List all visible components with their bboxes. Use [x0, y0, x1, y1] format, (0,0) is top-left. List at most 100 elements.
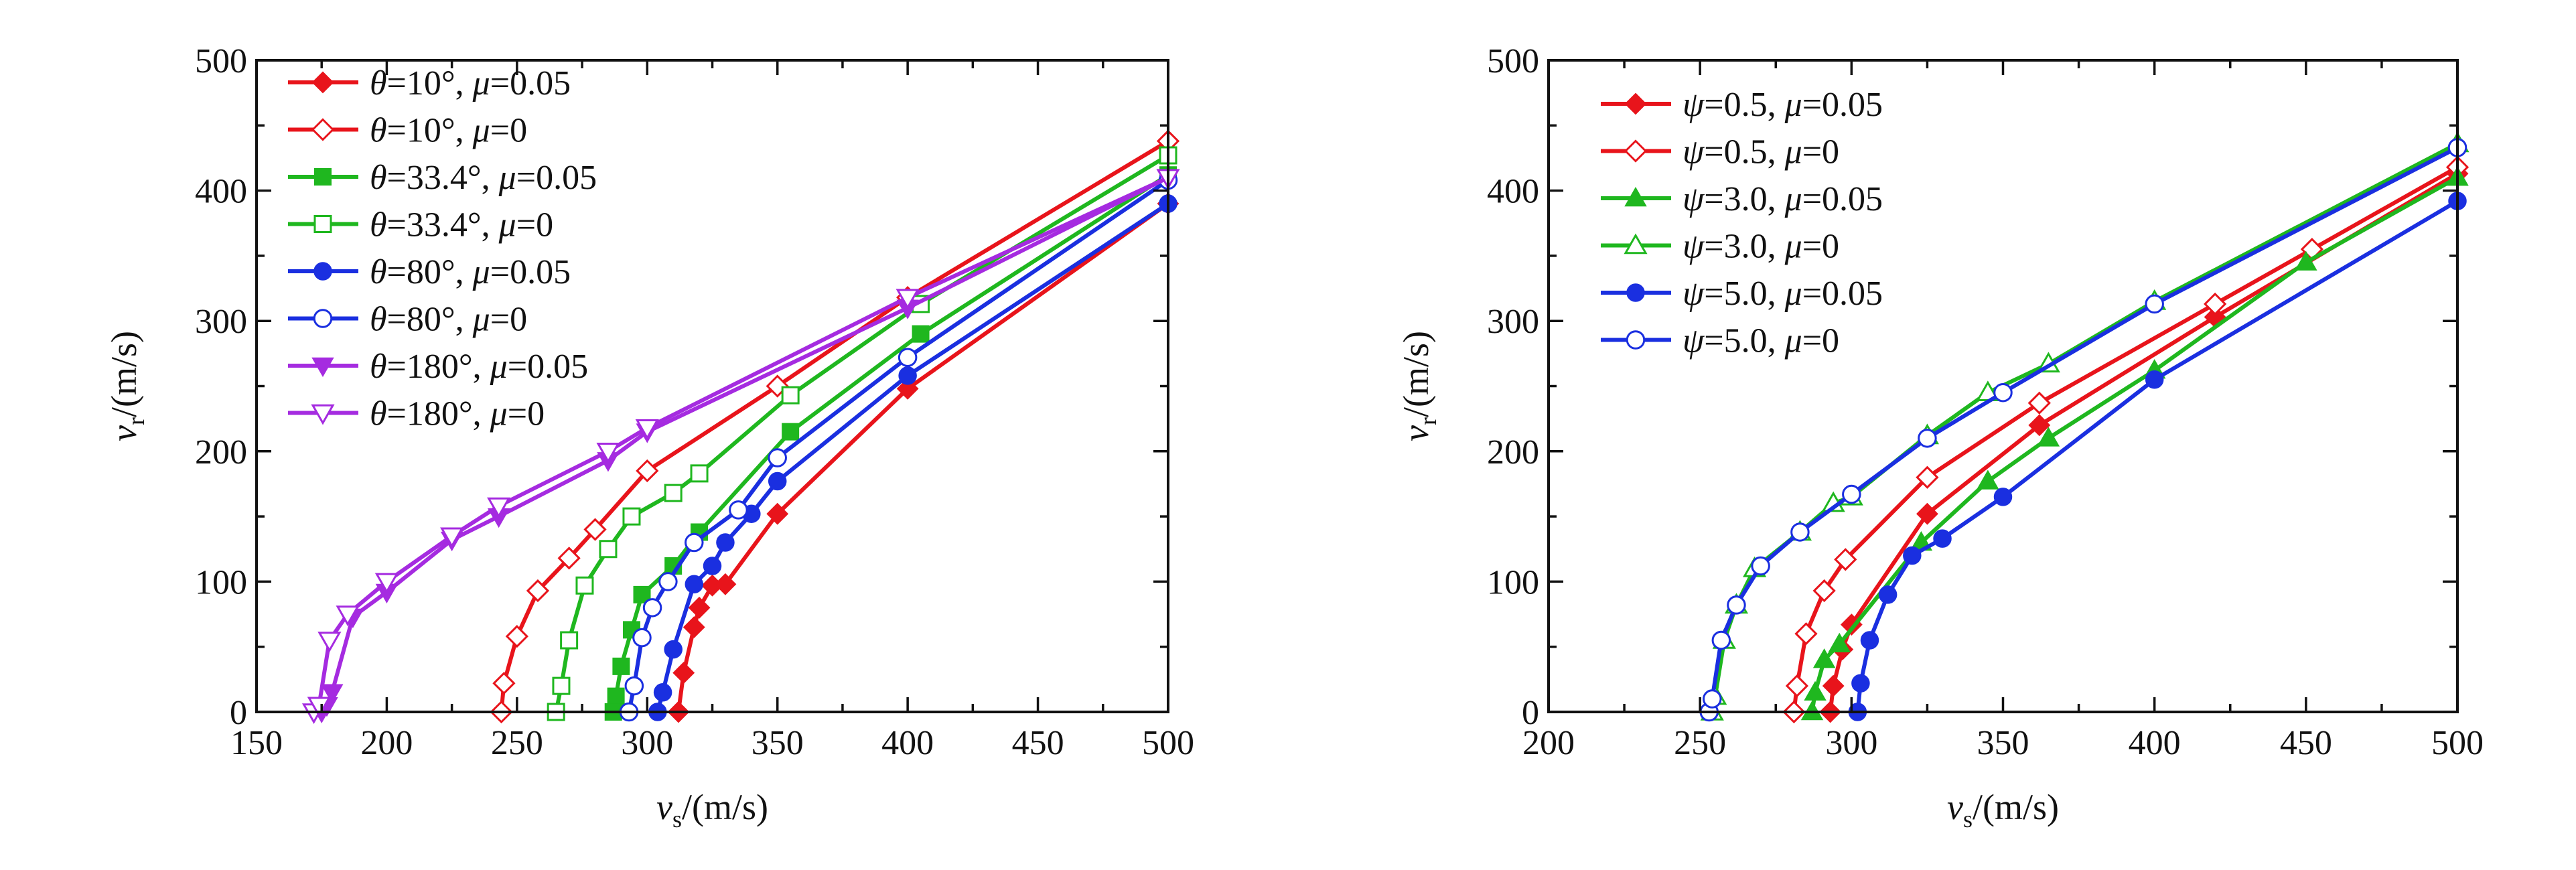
legend-marker	[1624, 186, 1647, 207]
data-point	[782, 423, 800, 441]
series-2	[1800, 166, 2469, 721]
data-point	[1860, 631, 1879, 650]
series-line	[1810, 175, 2459, 713]
series-0	[1819, 162, 2469, 723]
data-point	[642, 598, 662, 618]
legend-label: ψ=5.0, μ=0	[1683, 322, 1839, 360]
legend-entry: ψ=3.0, μ=0.05	[1601, 180, 1883, 218]
data-point	[729, 500, 748, 520]
legend-label: ψ=3.0, μ=0	[1683, 228, 1839, 266]
data-point	[685, 575, 704, 594]
data-point	[1993, 382, 2013, 403]
data-point	[636, 459, 659, 483]
legend-marker	[1626, 330, 1646, 350]
data-point	[599, 540, 618, 559]
data-point	[672, 662, 695, 684]
x-tick-label: 450	[2280, 724, 2332, 762]
legend-label: θ=10°, μ=0	[370, 112, 527, 150]
data-point	[1822, 674, 1845, 697]
y-tick-label: 500	[195, 42, 247, 80]
legend-label: θ=180°, μ=0.05	[370, 348, 588, 386]
x-tick-label: 400	[881, 724, 934, 762]
y-tick-label: 300	[1487, 303, 1539, 341]
series-line	[1855, 199, 2459, 713]
legend-entry: ψ=5.0, μ=0.05	[1601, 275, 1883, 313]
data-point	[2028, 414, 2051, 437]
data-point	[2295, 250, 2317, 271]
legend-entry: θ=10°, μ=0.05	[288, 64, 571, 102]
y-tick-label: 400	[1487, 173, 1539, 211]
data-point	[714, 573, 737, 595]
data-point	[336, 605, 360, 627]
data-point	[492, 672, 516, 695]
legend-entry: θ=80°, μ=0	[288, 301, 527, 339]
series-4	[648, 194, 1177, 721]
series-line	[611, 173, 1169, 713]
data-point	[317, 632, 342, 652]
data-point	[2145, 294, 2164, 314]
x-tick-label: 350	[752, 724, 804, 762]
data-point	[1785, 674, 1809, 698]
data-point	[374, 573, 399, 594]
y-tick-label: 0	[1522, 694, 1539, 732]
legend-label: ψ=3.0, μ=0.05	[1683, 180, 1883, 218]
legend-entry: θ=10°, μ=0	[288, 112, 527, 150]
data-point	[1916, 502, 1938, 525]
data-point	[560, 631, 579, 650]
data-point	[683, 616, 705, 638]
data-point	[487, 497, 511, 518]
legend-entry: θ=33.4°, μ=0.05	[288, 159, 597, 197]
data-point	[1851, 674, 1870, 693]
legend-marker	[313, 215, 332, 233]
data-point	[1751, 556, 1770, 576]
x-tick-label: 200	[360, 724, 413, 762]
legend-label: θ=180°, μ=0	[370, 395, 545, 433]
data-point	[768, 472, 787, 491]
data-point	[664, 640, 683, 659]
legend-label: θ=80°, μ=0.05	[370, 253, 571, 291]
data-point	[1790, 522, 1810, 542]
y-tick-label: 100	[1487, 563, 1539, 601]
y-tick-label: 400	[195, 173, 247, 211]
series-line	[1792, 165, 2459, 713]
data-point	[2204, 292, 2227, 316]
legend: θ=10°, μ=0.05 θ=10°, μ=0 θ=33.4°, μ=0.05 θ=…	[288, 64, 597, 433]
legend-marker	[311, 118, 335, 141]
data-point	[612, 657, 630, 675]
x-tick-label: 150	[230, 724, 283, 762]
legend-entry: θ=33.4°, μ=0	[288, 206, 553, 244]
legend-marker	[311, 71, 334, 94]
data-point	[622, 507, 641, 526]
data-point	[690, 464, 709, 483]
data-point	[307, 697, 331, 718]
legend-entry: ψ=3.0, μ=0	[1601, 228, 1839, 266]
x-tick-label: 450	[1012, 724, 1064, 762]
data-point	[768, 448, 787, 467]
series-4	[1848, 192, 2467, 721]
x-tick-label: 300	[1825, 724, 1877, 762]
series-5	[1699, 138, 2467, 722]
data-point	[1993, 488, 2013, 506]
y-tick-label: 300	[195, 303, 247, 341]
legend-label: ψ=0.5, μ=0.05	[1683, 86, 1883, 124]
data-point	[632, 628, 652, 648]
data-point	[896, 289, 920, 310]
data-point	[505, 625, 528, 648]
legend-marker	[314, 168, 332, 186]
data-point	[635, 419, 659, 440]
data-point	[1842, 484, 1861, 504]
data-point	[1977, 469, 1999, 490]
data-point	[624, 676, 644, 696]
legend-marker	[1626, 283, 1645, 302]
data-point	[1794, 622, 1818, 646]
data-point	[716, 533, 735, 552]
legend-marker	[1624, 139, 1648, 163]
legend-marker	[311, 404, 335, 425]
x-tick-label: 200	[1522, 724, 1575, 762]
data-point	[1903, 546, 1922, 565]
y-tick-label: 200	[1487, 433, 1539, 472]
data-point	[896, 377, 919, 400]
data-point	[2037, 427, 2060, 447]
data-point	[1812, 579, 1836, 603]
